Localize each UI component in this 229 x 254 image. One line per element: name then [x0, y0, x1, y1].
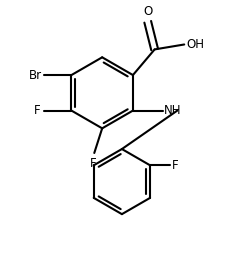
Text: Br: Br [29, 69, 42, 82]
Text: O: O [142, 5, 152, 18]
Text: F: F [90, 157, 96, 170]
Text: F: F [34, 104, 41, 117]
Text: OH: OH [185, 38, 203, 51]
Text: F: F [171, 159, 178, 172]
Text: NH: NH [163, 104, 180, 117]
